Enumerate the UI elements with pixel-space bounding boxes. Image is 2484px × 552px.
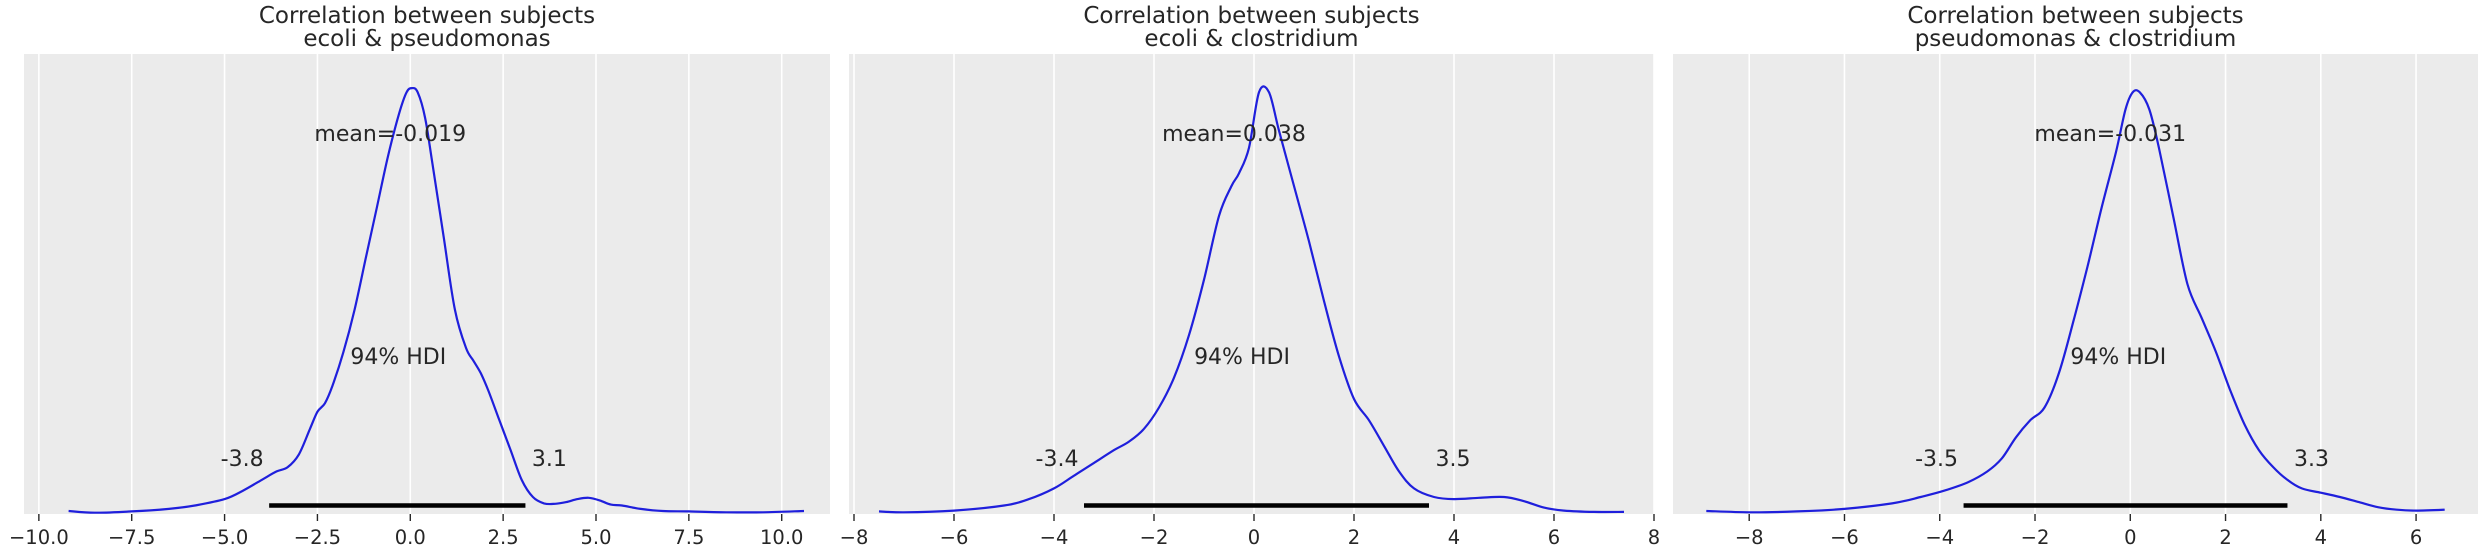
x-tick-label: −4 bbox=[1925, 526, 1954, 549]
mean-label: mean=-0.019 bbox=[314, 122, 466, 147]
x-tick-label: −2 bbox=[1140, 526, 1169, 549]
hdi-low-label: -3.5 bbox=[1915, 447, 1958, 472]
mean-label: mean=0.038 bbox=[1162, 122, 1306, 147]
x-tick-label: 4 bbox=[1448, 526, 1460, 549]
hdi-label: 94% HDI bbox=[350, 345, 446, 370]
chart-title-line-1: Correlation between subjects bbox=[1907, 3, 2243, 29]
x-tick-label: −6 bbox=[1830, 526, 1859, 549]
x-tick-label: −8 bbox=[840, 526, 869, 549]
x-tick-label: 0 bbox=[2124, 526, 2136, 549]
hdi-low-label: -3.8 bbox=[221, 447, 264, 472]
x-tick-label: 6 bbox=[1548, 526, 1560, 549]
hdi-high-label: 3.5 bbox=[1436, 447, 1471, 472]
x-tick-label: 8 bbox=[1648, 526, 1660, 549]
hdi-low-label: -3.4 bbox=[1036, 447, 1079, 472]
hdi-label: 94% HDI bbox=[1194, 345, 1290, 370]
x-tick-label: −8 bbox=[1735, 526, 1764, 549]
x-tick-label: 10.0 bbox=[760, 526, 803, 549]
x-tick-label: 2 bbox=[2219, 526, 2231, 549]
chart-panel-3: −8 −6 −4 −2 0 2 4 6 Correlation between subjects… bbox=[1673, 3, 2478, 549]
hdi-high-label: 3.1 bbox=[532, 447, 567, 472]
x-tick-label: 6 bbox=[2410, 526, 2422, 549]
chart-title-line-1: Correlation between subjects bbox=[259, 3, 595, 29]
x-tick-label: −5.0 bbox=[201, 526, 248, 549]
x-tick-label: −6 bbox=[940, 526, 969, 549]
x-tick-label: 5.0 bbox=[580, 526, 611, 549]
density-curve bbox=[1706, 89, 2445, 514]
x-tick-label: 0.0 bbox=[395, 526, 426, 549]
x-tick-label: −4 bbox=[1040, 526, 1069, 549]
chart-title-line-1: Correlation between subjects bbox=[1083, 3, 1419, 29]
x-tick-label: −7.5 bbox=[108, 526, 155, 549]
hdi-high-label: 3.3 bbox=[2294, 447, 2329, 472]
x-tick-label: 4 bbox=[2315, 526, 2327, 549]
x-tick-label: 2.5 bbox=[488, 526, 519, 549]
x-tick-label: 2 bbox=[1348, 526, 1360, 549]
x-tick-label: 7.5 bbox=[673, 526, 704, 549]
density-curve bbox=[68, 86, 805, 514]
chart-panel-1: −10.0 −7.5 −5.0 −2.5 0.0 2.5 5.0 7.5 10.0 Correla… bbox=[9, 3, 830, 549]
chart-title-line-2: ecoli & clostridium bbox=[1144, 26, 1358, 52]
plot-area bbox=[1673, 54, 2478, 514]
density-curve bbox=[878, 85, 1625, 514]
mean-label: mean=-0.031 bbox=[2034, 122, 2186, 147]
x-tick-label: −10.0 bbox=[9, 526, 69, 549]
x-tick-label: −2.5 bbox=[294, 526, 341, 549]
chart-panel-2: −8 −6 −4 −2 0 2 4 6 8 Correlation between subject… bbox=[840, 3, 1661, 549]
chart-title-line-2: pseudomonas & clostridium bbox=[1915, 26, 2237, 52]
x-tick-label: −2 bbox=[2021, 526, 2050, 549]
x-tick-label: 0 bbox=[1248, 526, 1260, 549]
hdi-label: 94% HDI bbox=[2070, 345, 2166, 370]
chart-title-line-2: ecoli & pseudomonas bbox=[303, 26, 550, 52]
